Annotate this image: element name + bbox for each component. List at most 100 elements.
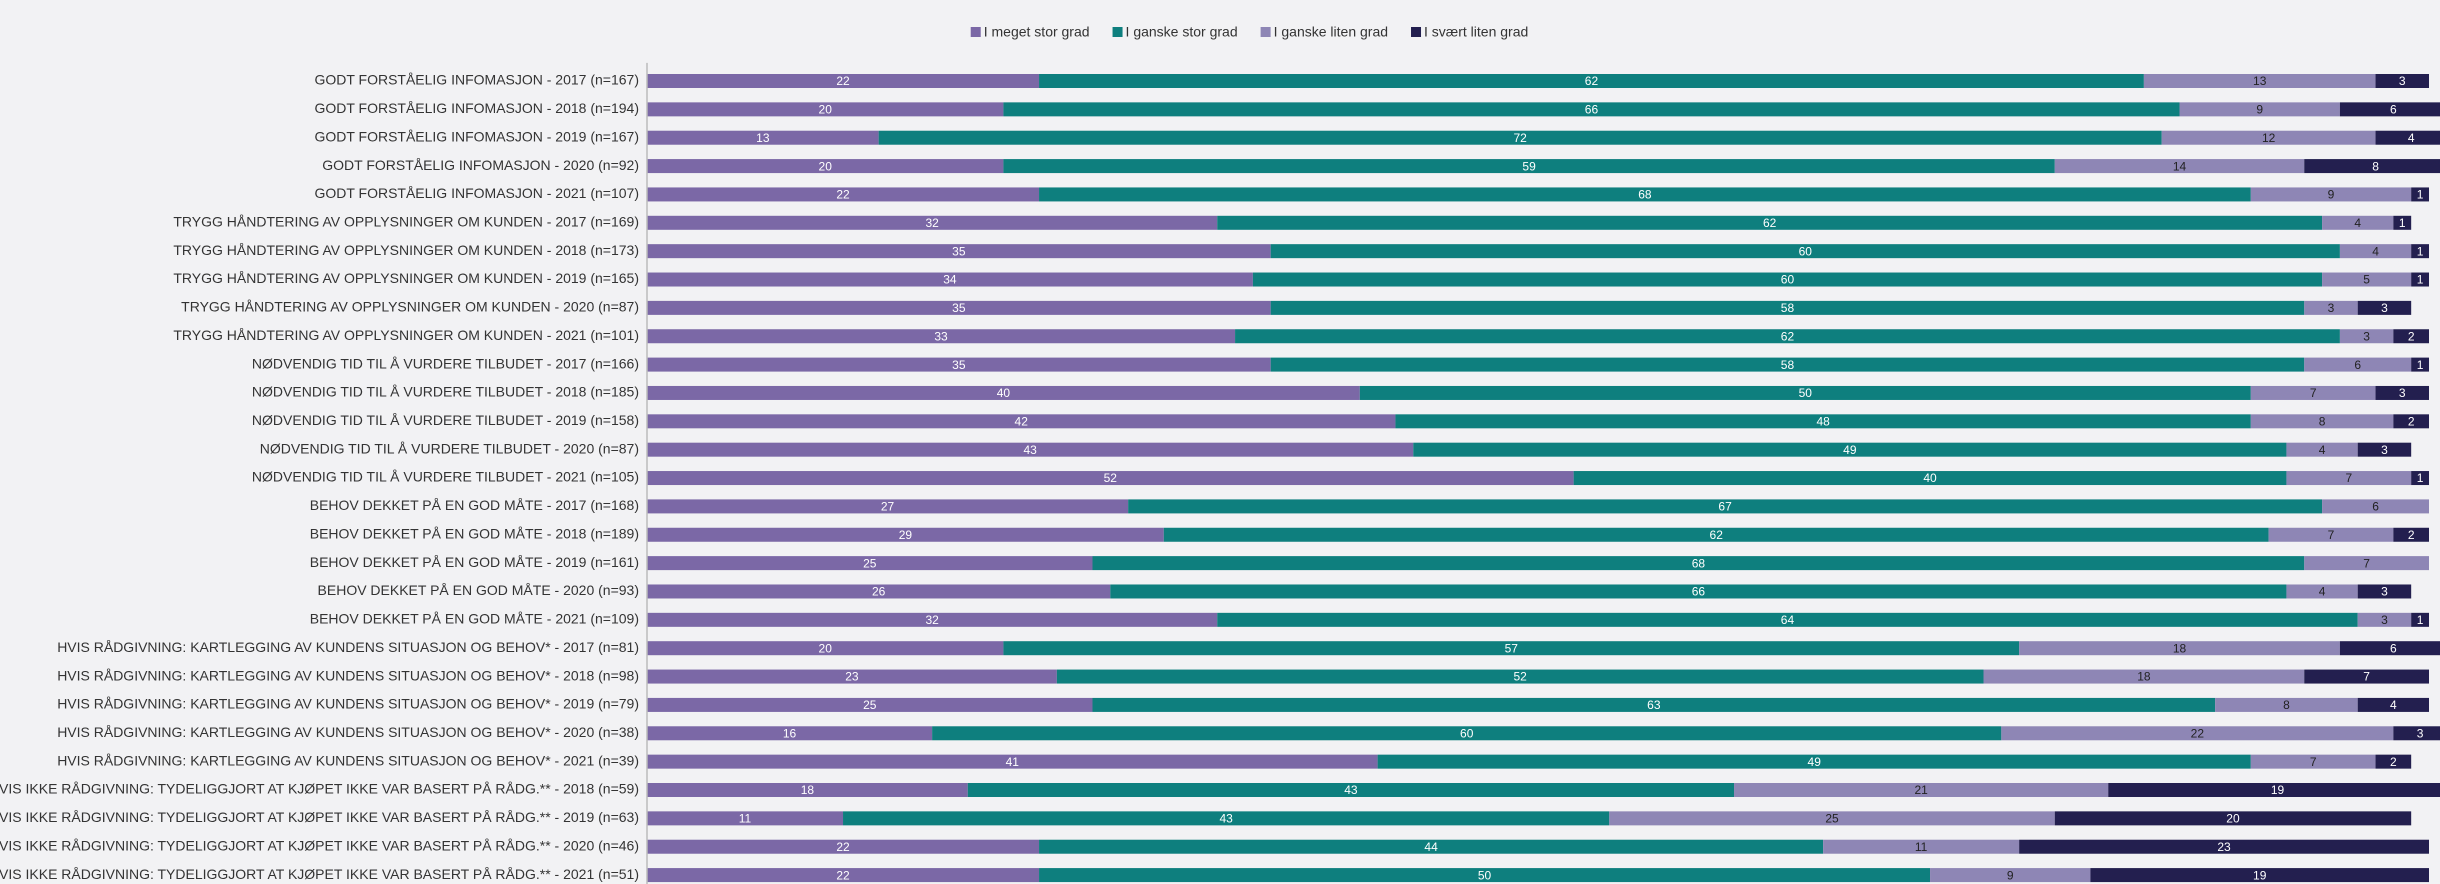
- y-tick-label: NØDVENDIG TID TIL Å VURDERE TILBUDET - 2…: [252, 469, 639, 485]
- y-tick-label: TRYGG HÅNDTERING AV OPPLYSNINGER OM KUND…: [173, 242, 639, 258]
- data-label: 5: [2363, 273, 2370, 287]
- bar-segment: [2357, 300, 2412, 315]
- data-label: 43: [1219, 812, 1233, 826]
- data-label: 32: [925, 216, 939, 230]
- bar-segment: [1217, 215, 2323, 230]
- data-label: 1: [2417, 244, 2424, 258]
- bar-segment: [647, 811, 844, 826]
- bar-segment: [2339, 244, 2412, 259]
- bar-segment: [2019, 839, 2429, 854]
- bar-segment: [2215, 697, 2358, 712]
- bar-segment: [647, 272, 1253, 287]
- data-label: 68: [1692, 556, 1706, 570]
- data-label: 72: [1514, 131, 1528, 145]
- data-label: 6: [2390, 103, 2397, 117]
- data-label: 1: [2417, 471, 2424, 485]
- y-tick-label: NØDVENDIG TID TIL Å VURDERE TILBUDET - 2…: [252, 355, 639, 371]
- bar-segment: [2054, 811, 2412, 826]
- data-label: 27: [881, 500, 895, 514]
- bar-segment: [1003, 102, 2180, 117]
- data-label: 23: [2217, 840, 2231, 854]
- data-label: 7: [2363, 670, 2370, 684]
- data-label: 1: [2417, 358, 2424, 372]
- bar-segment: [647, 442, 1414, 457]
- data-label: 18: [2137, 670, 2151, 684]
- bar-segment: [647, 612, 1218, 627]
- data-label: 49: [1808, 755, 1822, 769]
- y-tick-label: NØDVENDIG TID TIL Å VURDERE TILBUDET - 2…: [252, 412, 639, 428]
- data-label: 7: [2310, 386, 2317, 400]
- data-label: 18: [2173, 641, 2187, 655]
- legend-label: I ganske stor grad: [1126, 24, 1238, 40]
- bar-segment: [1217, 612, 2358, 627]
- data-label: 16: [783, 726, 797, 740]
- bar-segment: [2161, 130, 2376, 145]
- bar-segment: [2250, 754, 2376, 769]
- bar-segment: [2339, 641, 2440, 656]
- data-label: 62: [1781, 329, 1795, 343]
- data-label: 1: [2417, 188, 2424, 202]
- bar-segment: [2393, 527, 2429, 542]
- bar-segment: [1056, 669, 1984, 684]
- bar-segment: [1930, 868, 2091, 883]
- bar-segment: [2090, 868, 2429, 883]
- bar-segment: [2393, 726, 2440, 741]
- bar-segment: [1163, 527, 2269, 542]
- y-tick-label: HVIS IKKE RÅDGIVNING: TYDELIGGJORT AT KJ…: [0, 781, 639, 797]
- bar-segment: [2339, 102, 2440, 117]
- bar-segment: [647, 584, 1111, 599]
- bar-segment: [1270, 244, 2340, 259]
- data-label: 40: [1923, 471, 1937, 485]
- bar-segment: [1270, 300, 2305, 315]
- bar-segment: [2286, 442, 2358, 457]
- data-label: 22: [2191, 726, 2205, 740]
- data-label: 22: [836, 868, 850, 882]
- data-label: 62: [1763, 216, 1777, 230]
- data-label: 62: [1710, 528, 1724, 542]
- data-label: 48: [1816, 414, 1830, 428]
- data-label: 22: [836, 840, 850, 854]
- data-label: 8: [2283, 698, 2290, 712]
- data-label: 1: [2399, 216, 2406, 230]
- data-label: 63: [1647, 698, 1661, 712]
- data-label: 3: [2381, 301, 2388, 315]
- bar-segment: [647, 839, 1040, 854]
- data-label: 8: [2319, 414, 2326, 428]
- bar-segment: [647, 527, 1164, 542]
- bar-segment: [1128, 499, 2323, 514]
- data-label: 7: [2328, 528, 2335, 542]
- bar-segment: [2143, 74, 2376, 88]
- legend-swatch: [1112, 27, 1123, 37]
- y-tick-label: GODT FORSTÅELIG INFOMASJON - 2021 (n=107…: [314, 185, 639, 201]
- data-label: 6: [2372, 500, 2379, 514]
- data-label: 13: [2253, 74, 2267, 88]
- data-label: 50: [1799, 386, 1813, 400]
- data-label: 3: [2399, 386, 2406, 400]
- data-label: 4: [2319, 585, 2326, 599]
- y-tick-label: HVIS RÅDGIVNING: KARTLEGGING AV KUNDENS …: [57, 667, 639, 683]
- bar-segment: [2304, 357, 2412, 372]
- bar-segment: [1270, 357, 2305, 372]
- y-tick-label: NØDVENDIG TID TIL Å VURDERE TILBUDET - 2…: [260, 440, 639, 456]
- y-tick-label: GODT FORSTÅELIG INFOMASJON - 2020 (n=92): [322, 157, 639, 173]
- y-tick-label: GODT FORSTÅELIG INFOMASJON - 2019 (n=167…: [314, 128, 639, 144]
- bar-segment: [647, 471, 1574, 486]
- bar-segment: [647, 385, 1360, 400]
- bar-segment: [647, 130, 879, 145]
- bar-segment: [1734, 783, 2109, 797]
- data-label: 3: [2417, 726, 2424, 740]
- bar-segment: [1573, 471, 2287, 486]
- data-label: 9: [2328, 188, 2335, 202]
- data-label: 25: [863, 698, 877, 712]
- data-label: 4: [2408, 131, 2415, 145]
- data-label: 19: [2253, 868, 2267, 882]
- data-label: 52: [1514, 670, 1528, 684]
- bar-segment: [1092, 697, 2216, 712]
- data-label: 66: [1585, 103, 1599, 117]
- bar-segment: [647, 783, 968, 797]
- bar-segment: [647, 74, 1040, 88]
- y-tick-label: TRYGG HÅNDTERING AV OPPLYSNINGER OM KUND…: [181, 299, 639, 315]
- data-label: 14: [2173, 159, 2187, 173]
- bar-segment: [1039, 74, 2144, 88]
- y-tick-label: BEHOV DEKKET PÅ EN GOD MÅTE - 2019 (n=16…: [310, 554, 639, 570]
